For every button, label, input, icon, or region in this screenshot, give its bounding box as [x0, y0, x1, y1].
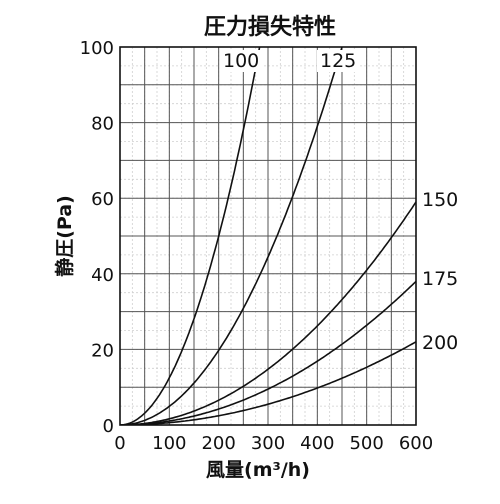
plot-frame — [119, 46, 417, 426]
y-tick-label: 80 — [91, 114, 114, 135]
y-tick-label: 60 — [91, 189, 114, 210]
series-line-200 — [120, 341, 416, 425]
series-line-150 — [120, 201, 416, 425]
series-line-125 — [120, 47, 343, 425]
series-label-bg — [220, 50, 262, 72]
series-label-100: 100 — [223, 50, 259, 72]
series-label-bg — [419, 332, 461, 354]
y-tick-label: 0 — [103, 416, 114, 437]
series-label-200: 200 — [422, 332, 458, 354]
chart-title: 圧力損失特性 — [204, 14, 336, 40]
x-tick-label: 0 — [114, 433, 125, 454]
series-label-175: 175 — [422, 268, 458, 290]
series-label-bg — [419, 268, 461, 290]
x-tick-label: 600 — [399, 433, 433, 454]
series-label-150: 150 — [422, 189, 458, 211]
y-tick-label: 40 — [91, 265, 114, 286]
series-line-175 — [120, 280, 416, 425]
x-tick-label: 500 — [349, 433, 383, 454]
y-tick-label: 100 — [80, 38, 114, 59]
series-label-125: 125 — [320, 50, 356, 72]
y-tick-label: 20 — [91, 340, 114, 361]
series-label-bg — [317, 50, 359, 72]
series-label-bg — [419, 189, 461, 211]
y-axis-label: 静圧(Pa) — [53, 195, 76, 277]
series-line-100 — [120, 47, 261, 425]
x-tick-label: 200 — [201, 433, 235, 454]
x-tick-label: 300 — [251, 433, 285, 454]
x-axis-label: 風量(m³/h) — [206, 459, 310, 481]
x-tick-label: 100 — [152, 433, 186, 454]
x-tick-label: 400 — [300, 433, 334, 454]
